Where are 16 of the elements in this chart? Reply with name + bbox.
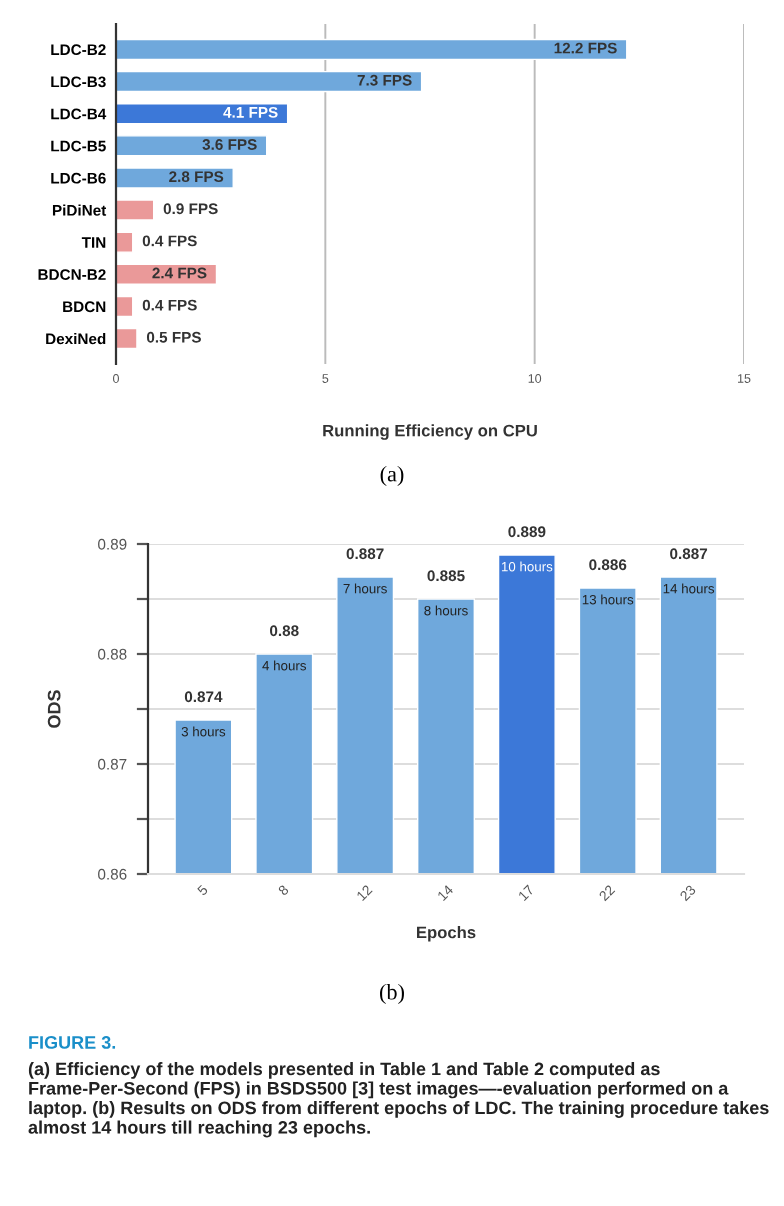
text: (b) [380, 983, 404, 1005]
bar [116, 135, 268, 157]
text: (a) Efficiency of the models presented in Table 1 and Table 2 computed as Frame-Per-Second (FPS) in BSDS500 [3] test images—-evaluation performed on a laptop. (b) Results on ODS from different epochs of LDC. The training procedure takes almost 14 hours till reaching 23 epochs. [28, 1062, 769, 1138]
text: (a) [380, 465, 404, 487]
bar [116, 167, 234, 189]
bar [116, 70, 423, 93]
bar [116, 327, 138, 350]
bar [116, 103, 289, 125]
bar [116, 38, 628, 61]
bar [116, 199, 155, 221]
y-axis-title: ODS [47, 690, 61, 728]
x-axis-title: Running Efficiency on CPU [323, 424, 537, 440]
caption: FIGURE 3. [29, 1036, 116, 1049]
x-axis-title: Epochs [417, 926, 476, 942]
bar [116, 295, 134, 318]
bar [116, 231, 134, 253]
